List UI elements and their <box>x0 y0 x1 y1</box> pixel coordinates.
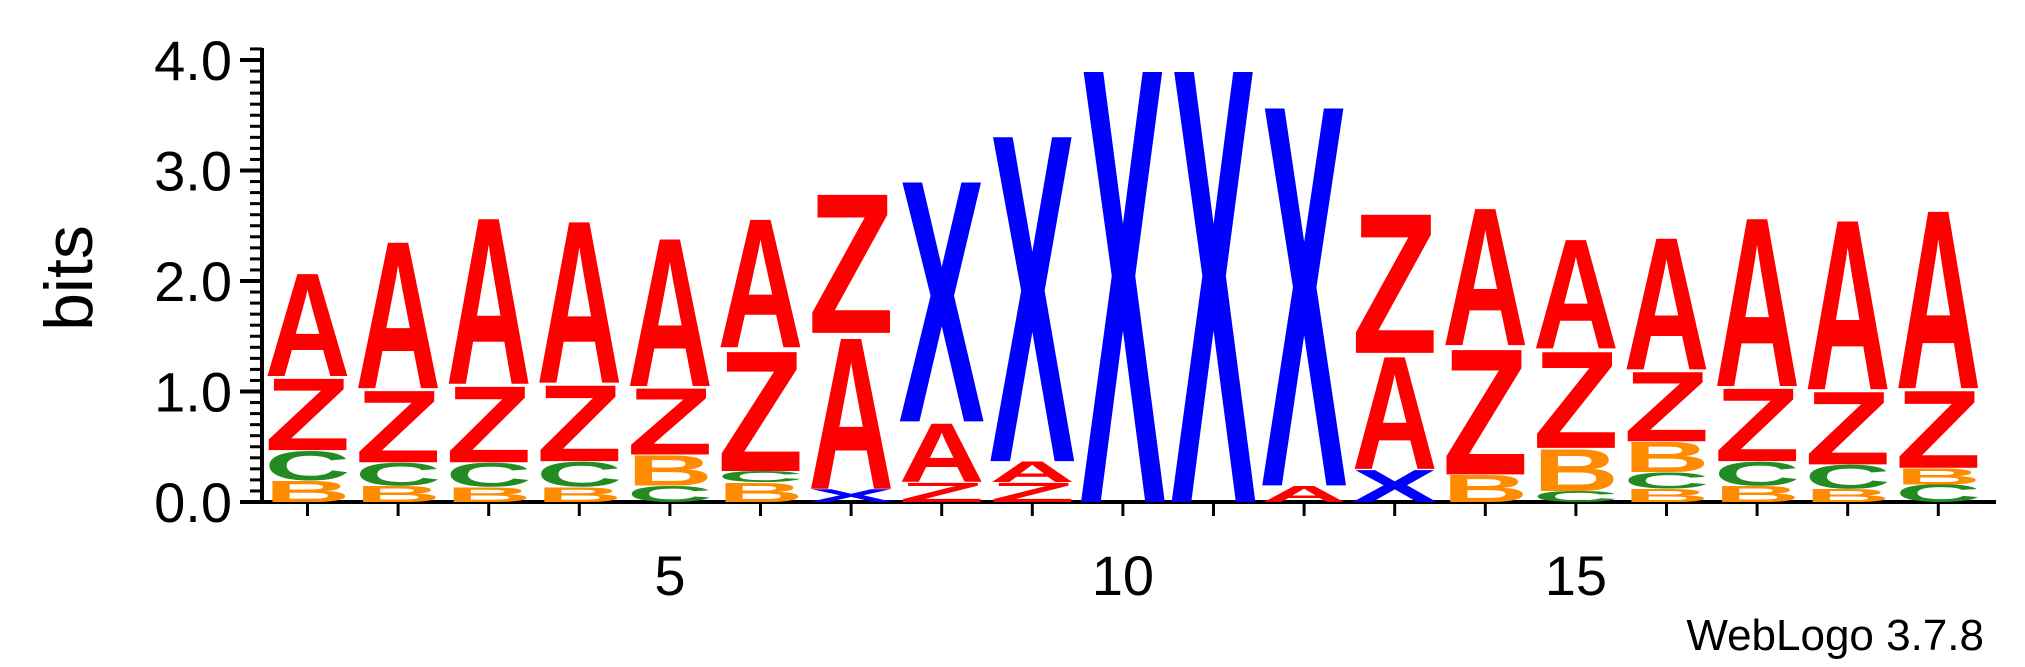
weblogo-version-label: WebLogo 3.7.8 <box>1686 611 1984 660</box>
logo-letter-z: Z <box>989 477 1075 508</box>
logo-letter-a: A <box>1533 206 1619 382</box>
logo-letter-x: X <box>899 107 986 495</box>
logo-letter-x: X <box>1080 0 1167 635</box>
logo-letter-a: A <box>446 169 532 436</box>
logo-letter-c: C <box>355 456 441 492</box>
y-axis-ticks: 0.0 1.0 2.0 3.0 4.0 <box>154 29 262 534</box>
logo-letter-z: Z <box>536 362 622 484</box>
y-tick-label: 1.0 <box>154 361 232 424</box>
logo-letter-c: C <box>446 456 532 494</box>
logo-letter-z: Z <box>1805 371 1891 488</box>
logo-letter-b: B <box>1624 485 1710 506</box>
logo-letter-c: C <box>1533 488 1619 505</box>
logo-letter-b: B <box>1442 467 1528 510</box>
logo-letter-a: A <box>808 293 894 536</box>
logo-letter-a: A <box>1352 323 1438 504</box>
logo-letter-z: Z <box>1533 322 1619 478</box>
logo-letter-c: C <box>265 442 351 489</box>
logo-letter-z: Z <box>355 369 441 485</box>
logo-letter-z: Z <box>1895 367 1981 491</box>
logo-letter-z: Z <box>718 315 804 508</box>
logo-letter-z: Z <box>899 477 985 508</box>
logo-letter-a: A <box>718 180 804 387</box>
logo-letter-z: Z <box>1442 312 1528 514</box>
logo-letter-x: X <box>1261 0 1348 602</box>
y-tick-label: 0.0 <box>154 471 232 534</box>
logo-letter-b: B <box>446 483 532 507</box>
x-axis-ticks: 5 10 15 <box>306 502 1940 607</box>
x-tick-label: 5 <box>654 544 685 607</box>
logo-letter-c: C <box>536 454 622 494</box>
logo-letter-z: Z <box>1624 350 1710 462</box>
x-tick-label: 15 <box>1545 544 1607 607</box>
y-tick-label: 4.0 <box>154 29 232 92</box>
y-tick-label: 3.0 <box>154 140 232 203</box>
logo-letter-z: Z <box>627 368 713 475</box>
logo-letter-a: A <box>1714 168 1800 438</box>
logo-letter-z: Z <box>1352 171 1438 396</box>
logo-letter-b: B <box>265 474 351 508</box>
logo-letter-b: B <box>355 481 441 507</box>
y-axis-label: bits <box>31 225 107 331</box>
logo-letter-a: A <box>1805 168 1891 441</box>
logo-letter-c: C <box>1624 468 1710 494</box>
axes: 0.0 1.0 2.0 3.0 4.0 5 10 15 bits <box>31 29 1996 607</box>
logo-letter-c: C <box>1895 480 1981 508</box>
logo-letter-a: A <box>627 193 713 431</box>
logo-letter-c: C <box>718 468 804 485</box>
logo-letter-a: A <box>1261 481 1347 507</box>
logo-letter-b: B <box>1714 481 1800 507</box>
logo-letter-b: B <box>1895 464 1981 490</box>
logo-letter-a: A <box>1624 198 1710 410</box>
logo-letter-b: B <box>718 477 804 508</box>
logo-letter-z: Z <box>1714 367 1800 484</box>
logo-letter-b: B <box>536 483 622 507</box>
logo-letter-a: A <box>1895 157 1981 443</box>
logo-letter-x: X <box>989 37 1076 562</box>
logo-letter-x: X <box>1352 460 1438 512</box>
logo-letter-z: Z <box>808 151 894 376</box>
logo-letter-b: B <box>627 446 713 494</box>
logo-letter-z: Z <box>446 363 532 485</box>
logo-letter-a: A <box>1442 166 1528 388</box>
y-tick-label: 2.0 <box>154 250 232 313</box>
logo-letter-a: A <box>899 405 985 500</box>
logo-letter-a: A <box>989 456 1075 488</box>
logo-letter-b: B <box>1805 485 1891 506</box>
logo-letter-c: C <box>1805 458 1891 496</box>
logo-letter-z: Z <box>265 357 351 473</box>
logo-letter-x: X <box>1171 0 1258 635</box>
logo-letter-a: A <box>265 243 351 408</box>
logo-letter-x: X <box>808 485 894 506</box>
logo-letter-c: C <box>627 481 713 507</box>
logo-letter-c: C <box>1714 455 1800 493</box>
logo-letter-b: B <box>1533 437 1619 504</box>
x-tick-label: 10 <box>1092 544 1154 607</box>
logo-letter-a: A <box>355 198 441 433</box>
logo-letter-a: A <box>536 172 622 433</box>
logo-letter-b: B <box>1624 433 1710 481</box>
